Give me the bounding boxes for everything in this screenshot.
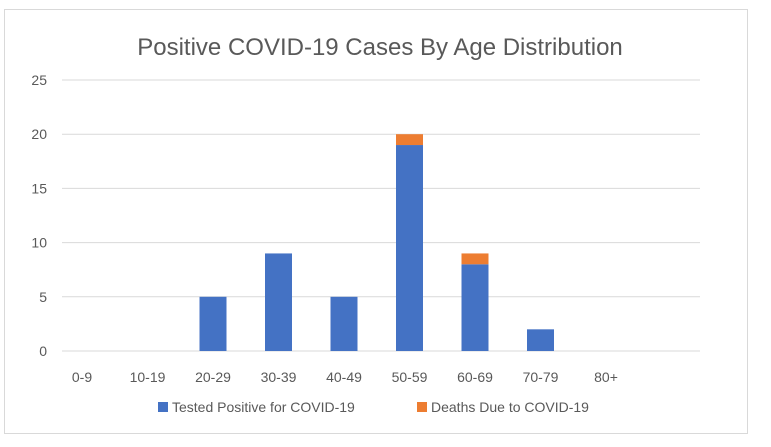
bar-tested-positive-50-59 <box>396 145 423 351</box>
legend-swatch <box>158 402 168 412</box>
y-axis-ticks: 0 5 10 15 20 25 <box>31 72 47 359</box>
x-tick-label: 60-69 <box>457 369 493 385</box>
x-tick-label: 20-29 <box>195 369 231 385</box>
x-tick-label: 30-39 <box>261 369 297 385</box>
legend-swatch <box>417 402 427 412</box>
x-tick-label: 10-19 <box>130 369 166 385</box>
x-tick-label: 50-59 <box>392 369 428 385</box>
y-tick-label: 10 <box>31 235 47 251</box>
x-tick-label: 80+ <box>594 369 618 385</box>
gridlines <box>62 79 700 352</box>
bar-deaths-50-59 <box>396 134 423 146</box>
bars <box>199 134 554 351</box>
x-axis-ticks: 0-9 10-19 20-29 30-39 40-49 50-59 60-69 70-79 80… <box>72 369 618 385</box>
x-tick-label: 0-9 <box>72 369 92 385</box>
bar-deaths-60-69 <box>461 253 489 265</box>
chart-title: Positive COVID-19 Cases By Age Distribut… <box>137 34 623 61</box>
y-tick-label: 20 <box>31 126 47 142</box>
y-tick-label: 25 <box>31 72 47 88</box>
legend-label: Deaths Due to COVID-19 <box>431 399 589 415</box>
legend-label: Tested Positive for COVID-19 <box>172 399 355 415</box>
y-tick-label: 5 <box>39 289 47 305</box>
bar-tested-positive-40-49 <box>330 296 358 351</box>
x-tick-label: 40-49 <box>326 369 362 385</box>
bar-tested-positive-60-69 <box>461 264 489 351</box>
legend: Tested Positive for COVID-19 Deaths Due t… <box>158 399 589 415</box>
bar-tested-positive-30-39 <box>265 253 292 351</box>
y-tick-label: 15 <box>31 180 47 196</box>
x-tick-label: 70-79 <box>523 369 559 385</box>
y-tick-label: 0 <box>39 343 47 359</box>
bar-tested-positive-70-79 <box>527 329 554 351</box>
bar-tested-positive-20-29 <box>199 296 227 351</box>
